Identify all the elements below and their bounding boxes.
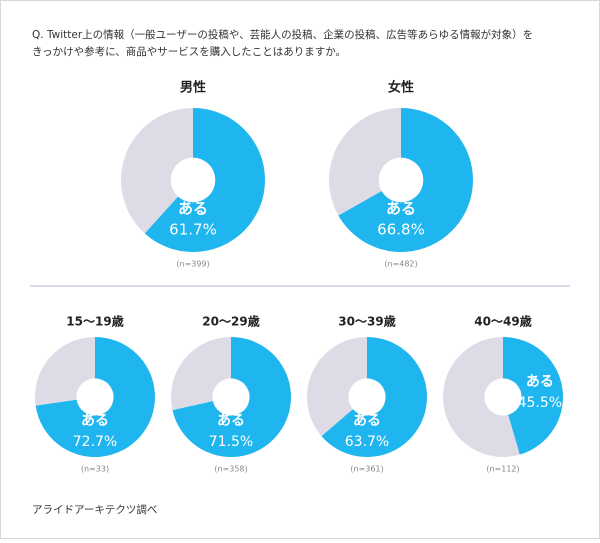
sample-size: (n=112): [486, 465, 519, 474]
slice-category: ある: [386, 199, 416, 217]
pie-slice: [503, 337, 564, 455]
slice-category: ある: [217, 413, 245, 429]
pie-title: 20〜29歳: [202, 314, 259, 329]
slice-category: ある: [81, 413, 109, 429]
slice-category: ある: [353, 413, 381, 429]
sample-size: (n=482): [384, 260, 417, 269]
slice-category: ある: [526, 374, 554, 390]
donut-hole: [170, 157, 216, 203]
value-label: 63.7%: [345, 434, 389, 450]
pie-slice: [443, 337, 520, 457]
donut-hole: [76, 378, 114, 416]
sample-size: (n=361): [350, 465, 383, 474]
slice-category: ある: [178, 199, 208, 217]
value-label: 66.8%: [377, 220, 425, 238]
donut-hole: [378, 157, 424, 203]
value-label: 72.7%: [73, 434, 117, 450]
pie-title: 15〜19歳: [66, 314, 123, 329]
value-label: 71.5%: [209, 434, 253, 450]
value-label: 61.7%: [169, 220, 217, 238]
pie-title: 男性: [180, 80, 206, 96]
sample-size: (n=33): [81, 465, 109, 474]
donut-hole: [212, 378, 250, 416]
pie-title: 女性: [388, 80, 414, 96]
question-line: Q. Twitter上の情報（一般ユーザーの投稿や、芸能人の投稿、企業の投稿、広…: [32, 28, 533, 41]
question-line: きっかけや参考に、商品やサービスを購入したことはありますか。: [32, 45, 346, 58]
donut-hole: [484, 378, 522, 416]
donut-hole: [348, 378, 386, 416]
pie-slice: [120, 108, 193, 234]
pie-title: 30〜39歳: [338, 314, 395, 329]
value-label: 45.5%: [518, 395, 562, 411]
pie-slice: [307, 337, 367, 437]
source: アライドアーキテクツ調べ: [32, 503, 157, 516]
pie-title: 40〜49歳: [474, 314, 531, 329]
sample-size: (n=399): [176, 260, 209, 269]
sample-size: (n=358): [214, 465, 247, 474]
